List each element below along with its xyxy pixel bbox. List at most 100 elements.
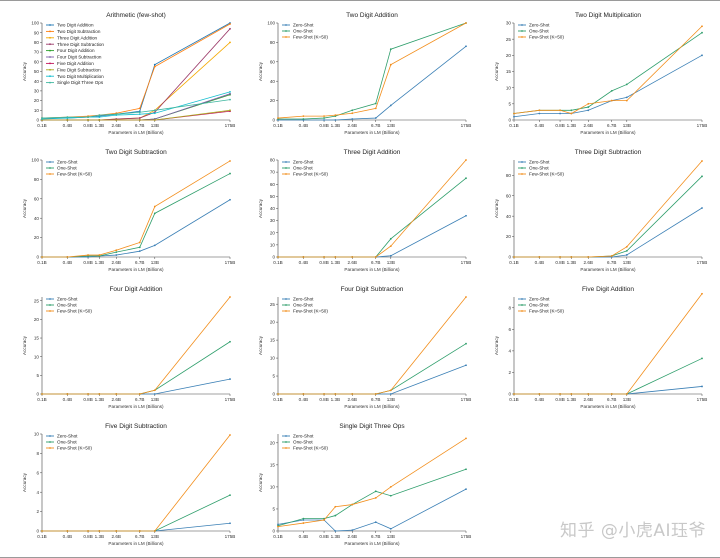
x-tick-label: 2.6B — [112, 534, 121, 539]
data-point — [389, 389, 392, 392]
legend-label: One-Shot — [57, 440, 77, 445]
legend-label: Five Digit Addition — [57, 61, 94, 66]
y-tick-label: 6 — [508, 327, 511, 332]
legend-marker — [49, 62, 51, 65]
series-line — [41, 91, 231, 120]
data-point — [389, 254, 392, 257]
chart-svg: Three Digit Subtraction 0 20 40 60 80 0.1B 0.4B… — [494, 149, 707, 272]
x-tick-label: 6.7B — [371, 397, 380, 402]
data-point — [153, 119, 156, 121]
series-line — [278, 159, 467, 258]
x-tick-label: 1.3B — [95, 397, 104, 402]
x-tick-label: 1.3B — [331, 534, 340, 539]
data-point — [229, 340, 231, 343]
chart-title: Two Digit Multiplication — [575, 12, 641, 19]
data-point — [587, 393, 590, 395]
data-point — [513, 256, 515, 258]
legend-marker — [521, 173, 523, 175]
data-point — [229, 378, 231, 380]
series-one-shot — [277, 468, 467, 527]
x-tick-label: 0.1B — [37, 534, 46, 539]
series-one-shot — [41, 340, 231, 395]
legend-marker — [49, 36, 51, 39]
y-axis-label: Accuracy — [494, 335, 499, 355]
x-tick-label: 0.4B — [535, 260, 544, 265]
y-tick-label: 20 — [34, 317, 40, 322]
x-axis-label: Parameters in LM (Billions) — [108, 541, 164, 546]
chart-panel-three-digit-addition: Three Digit Addition 0 10 20 30 40 50 60 70 80 0.1… — [244, 146, 474, 282]
data-point — [538, 393, 541, 395]
x-tick-label: 13B — [151, 260, 159, 265]
data-point — [701, 357, 703, 360]
legend-marker — [285, 167, 287, 169]
data-point — [351, 503, 354, 506]
data-point — [66, 393, 69, 395]
x-tick-label: 2.6B — [348, 260, 357, 265]
legend-marker — [49, 30, 51, 33]
x-tick-label: 0.8B — [319, 397, 328, 402]
data-point — [87, 393, 89, 395]
legend-marker — [285, 304, 287, 306]
chart-title: Two Digit Addition — [346, 12, 398, 19]
legend-marker — [285, 36, 287, 38]
chart-svg: Three Digit Addition 0 10 20 30 40 50 60 70 80 0.1… — [258, 149, 471, 272]
data-point — [559, 109, 561, 112]
legend-label: Few-Shot (K=50) — [529, 172, 564, 177]
legend-label: Few-Shot (K=50) — [57, 309, 92, 314]
y-tick-label: 25 — [270, 302, 276, 307]
y-tick-label: 15 — [506, 69, 512, 74]
legend-marker — [49, 161, 51, 163]
y-tick-label: 6 — [36, 470, 39, 475]
x-tick-label: 0.4B — [535, 397, 544, 402]
data-point — [115, 119, 118, 121]
x-tick-label: 175B — [697, 123, 708, 128]
data-point — [351, 393, 354, 395]
y-tick-label: 50 — [34, 69, 40, 74]
data-point — [701, 292, 703, 295]
data-point — [570, 256, 573, 258]
series-line — [41, 99, 231, 119]
x-tick-label: 13B — [623, 123, 631, 128]
y-tick-label: 60 — [270, 182, 276, 187]
y-tick-label: 20 — [270, 320, 276, 325]
y-tick-label: 30 — [270, 218, 276, 223]
x-tick-label: 0.4B — [535, 123, 544, 128]
data-point — [587, 256, 590, 258]
series-zero-shot — [277, 364, 467, 395]
x-tick-label: 6.7B — [607, 123, 616, 128]
x-tick-label: 175B — [461, 397, 472, 402]
series-single-digit-three-ops — [41, 98, 231, 119]
data-point — [41, 256, 43, 258]
series-few-shot-k-50 — [41, 160, 231, 258]
x-tick-label: 0.4B — [63, 260, 72, 265]
y-tick-label: 10 — [506, 85, 512, 90]
data-point — [570, 109, 573, 112]
x-tick-label: 0.4B — [299, 260, 308, 265]
chart-svg: Four Digit Subtraction 0 5 10 15 20 25 0.1B 0.4B… — [258, 286, 472, 409]
legend-label: Few-Shot (K=50) — [57, 172, 92, 177]
chart-panel-five-digit-subtraction: Five Digit Subtraction 0 2 4 6 8 10 0.1B 0.4B 0.8… — [8, 420, 238, 556]
data-point — [701, 54, 703, 57]
x-axis-label: Parameters in LM (Billions) — [108, 267, 164, 272]
data-point — [323, 393, 325, 395]
y-axis-label: Accuracy — [22, 335, 27, 355]
x-tick-label: 0.1B — [37, 397, 46, 402]
legend-label: Single Digit Three Ops — [57, 80, 104, 85]
x-tick-label: 0.8B — [83, 123, 92, 128]
y-tick-label: 0 — [36, 118, 39, 123]
data-point — [229, 92, 231, 95]
x-tick-label: 0.8B — [83, 260, 92, 265]
chart-title: Three Digit Addition — [344, 149, 401, 156]
data-point — [229, 98, 231, 101]
x-tick-label: 175B — [225, 260, 236, 265]
chart-grid: Arithmetic (few-shot) 0 10 20 30 40 50 60 70 80 90… — [8, 9, 720, 553]
legend-marker — [521, 161, 523, 163]
y-tick-label: 40 — [270, 79, 276, 84]
y-tick-label: 40 — [34, 79, 40, 84]
data-point — [465, 296, 467, 298]
chart-panel-single-digit-three-ops: Single Digit Three Ops 0 5 10 15 20 0.1B 0.4B 0.… — [244, 420, 474, 556]
legend-marker — [49, 298, 51, 300]
